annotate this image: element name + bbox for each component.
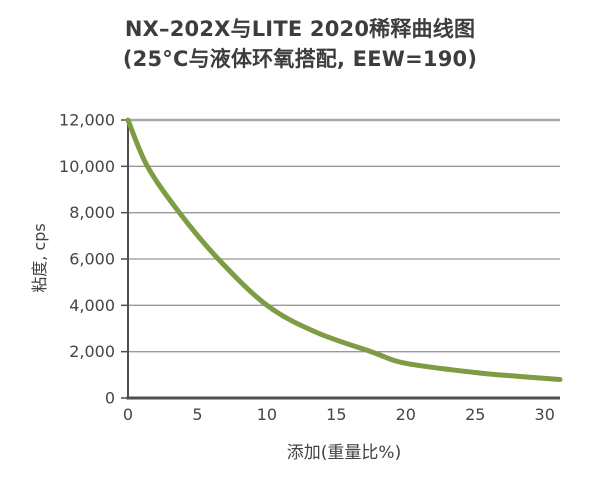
x-tick-label: 5 (192, 405, 202, 424)
y-tick-label: 8,000 (69, 203, 115, 222)
dilution-curve (125, 117, 563, 382)
x-tick-label: 15 (326, 405, 346, 424)
x-tick-label: 25 (465, 405, 485, 424)
x-tick-label: 20 (396, 405, 416, 424)
y-tick-label: 10,000 (59, 157, 115, 176)
y-tick-label: 0 (105, 389, 115, 408)
x-tick-label: 30 (535, 405, 555, 424)
y-tick-label: 4,000 (69, 296, 115, 315)
y-tick-label: 6,000 (69, 250, 115, 269)
chart-subtitle: (25°C与液体环氧搭配, EEW=190) (122, 47, 478, 71)
x-tick-label: 0 (123, 405, 133, 424)
chart-title: NX–202X与LITE 2020稀释曲线图 (124, 17, 476, 41)
x-tick-label: 10 (257, 405, 277, 424)
y-axis-title: 粘度, cps (30, 223, 49, 293)
chart-title-block: NX–202X与LITE 2020稀释曲线图 (25°C与液体环氧搭配, EEW… (0, 14, 600, 74)
y-tick-label: 2,000 (69, 342, 115, 361)
x-axis-title: 添加(重量比%) (286, 443, 402, 463)
y-tick-label: 12,000 (59, 111, 115, 130)
